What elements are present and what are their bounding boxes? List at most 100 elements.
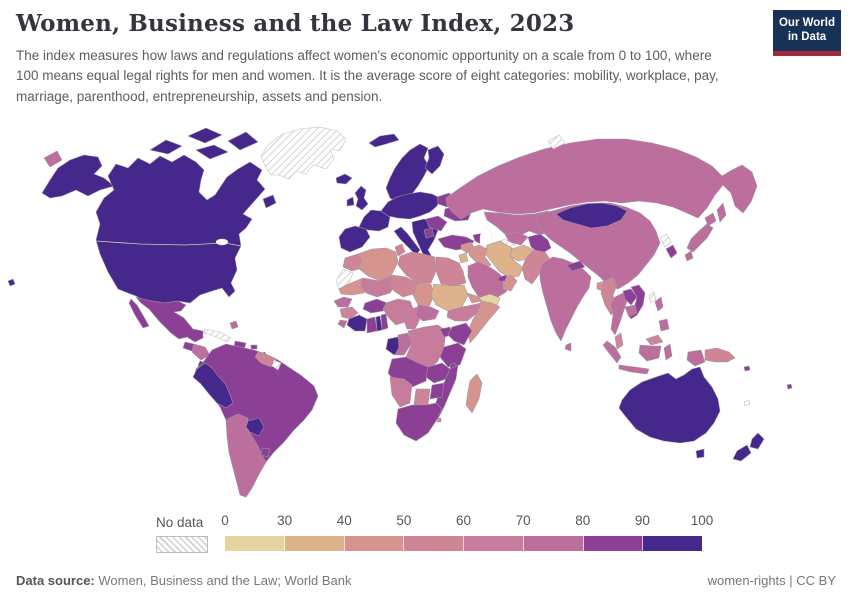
map-region-western-sahara[interactable] [335, 268, 354, 290]
map-region-car[interactable] [415, 304, 440, 322]
map-region-baja-california[interactable] [128, 298, 150, 329]
map-region-cambodia[interactable] [624, 304, 638, 318]
map-region-jordan[interactable] [458, 252, 469, 264]
map-region-congo[interactable] [394, 332, 413, 356]
map-region-tunisia[interactable] [394, 243, 406, 257]
legend-bin-30-40[interactable] [284, 536, 345, 551]
map-region-sri-lanka[interactable] [564, 342, 572, 352]
map-region-iraq[interactable] [468, 244, 492, 270]
legend-bin-60-70[interactable] [464, 536, 524, 551]
map-region-new-caledonia[interactable] [743, 399, 751, 407]
map-region-arctic-islands[interactable] [195, 144, 229, 160]
map-region-japan-hokkaido[interactable] [704, 212, 717, 227]
map-region-botswana[interactable] [413, 388, 431, 406]
map-region-canada-us[interactable] [95, 154, 266, 304]
map-region-australia[interactable] [618, 366, 721, 444]
map-region-indonesia-sulawesi[interactable] [663, 343, 673, 361]
map-region-south-africa[interactable] [395, 402, 443, 442]
map-region-indonesia-kalimantan[interactable] [638, 344, 662, 362]
map-region-philippines-luzon[interactable] [654, 296, 664, 312]
map-region-japan-honshu[interactable] [686, 223, 714, 253]
map-region-egypt[interactable] [435, 256, 467, 287]
map-region-philippines-mindanao[interactable] [658, 318, 670, 332]
map-region-france[interactable] [358, 209, 391, 232]
map-region-bahamas[interactable] [229, 320, 239, 330]
map-region-indonesia-papua[interactable] [686, 349, 706, 367]
map-region-newfoundland[interactable] [262, 194, 277, 209]
map-region-japan-kyushu[interactable] [684, 250, 694, 262]
map-region-chukotka[interactable] [43, 150, 63, 168]
map-region-finland[interactable] [424, 145, 445, 175]
map-region-madagascar[interactable] [465, 373, 483, 414]
legend-bin-50-60[interactable] [404, 536, 464, 551]
map-region-burkina-faso[interactable] [362, 298, 388, 314]
map-region-arctic-islands[interactable] [227, 131, 259, 151]
map-region-hungary-romania[interactable] [425, 215, 448, 232]
map-region-serbia-area[interactable] [423, 227, 435, 239]
legend-bin-70-80[interactable] [523, 536, 584, 551]
map-region-solomon-islands[interactable] [743, 365, 751, 372]
map-region-namibia[interactable] [389, 376, 413, 408]
map-region-guinea[interactable] [339, 306, 359, 320]
map-region-taiwan[interactable] [648, 291, 657, 304]
map-region-india[interactable] [539, 256, 592, 342]
map-region-indonesia-sumatra[interactable] [602, 340, 622, 364]
map-region-indonesia-java[interactable] [618, 364, 650, 375]
map-region-pakistan[interactable] [521, 249, 551, 285]
legend-bin-90-100[interactable] [643, 536, 702, 551]
map-region-arctic-islands[interactable] [187, 127, 223, 144]
map-region-paraguay[interactable] [245, 417, 265, 437]
map-region-saudi-arabia[interactable] [467, 261, 511, 303]
map-region-svalbard[interactable] [368, 133, 400, 148]
map-region-uae[interactable] [497, 274, 508, 282]
map-region-somalia[interactable] [467, 300, 501, 344]
map-region-mexico[interactable] [135, 296, 204, 343]
map-region-north-korea[interactable] [659, 233, 672, 248]
map-region-honduras-nicaragua[interactable] [191, 343, 211, 361]
map-region-uruguay[interactable] [260, 447, 271, 458]
owid-logo[interactable]: Our World in Data [773, 10, 841, 56]
map-region-papua-new-guinea[interactable] [704, 347, 736, 363]
map-region-iceland[interactable] [335, 173, 353, 185]
map-region-new-zealand-north[interactable] [749, 432, 765, 450]
map-region-niger[interactable] [389, 274, 419, 298]
map-region-sierra-leone[interactable] [337, 319, 348, 329]
map-region-cuba[interactable] [203, 328, 232, 343]
map-region-senegal[interactable] [333, 296, 353, 308]
map-region-novaya-zemlya[interactable] [547, 134, 566, 150]
map-region-kyrgyzstan-tajikistan[interactable] [527, 233, 552, 255]
map-region-peru[interactable] [192, 362, 234, 409]
map-region-eswatini[interactable] [436, 417, 442, 423]
map-region-iberia[interactable] [338, 225, 371, 253]
map-region-laos[interactable] [622, 288, 638, 306]
map-region-ghana[interactable] [366, 316, 378, 334]
map-region-libya[interactable] [397, 251, 437, 284]
map-region-new-zealand-south[interactable] [732, 444, 752, 462]
legend-bin-40-50[interactable] [344, 536, 405, 551]
map-region-malaysia-peninsula[interactable] [614, 332, 624, 350]
map-region-mongolia[interactable] [555, 202, 628, 229]
map-region-malaysia-borneo[interactable] [645, 334, 664, 346]
map-region-tanzania[interactable] [439, 342, 467, 368]
legend-no-data-swatch[interactable] [156, 536, 208, 553]
map-region-sakhalin[interactable] [716, 202, 727, 223]
map-region-nepal[interactable] [566, 260, 586, 272]
map-region-guyana-suriname[interactable] [254, 351, 277, 368]
map-region-mali[interactable] [360, 274, 398, 298]
map-region-algeria[interactable] [357, 247, 399, 282]
map-region-kenya[interactable] [447, 322, 473, 346]
map-region-benin[interactable] [380, 313, 389, 331]
map-region-dr-congo[interactable] [405, 324, 447, 372]
map-region-fiji[interactable] [786, 383, 793, 390]
map-region-russia[interactable] [445, 138, 758, 220]
map-region-alaska[interactable] [41, 154, 115, 199]
map-region-oman[interactable] [502, 274, 518, 292]
map-region-cote-divoire[interactable] [346, 314, 368, 332]
map-region-united-kingdom[interactable] [354, 185, 369, 211]
map-region-french-guiana[interactable] [271, 359, 282, 371]
map-region-zimbabwe[interactable] [429, 382, 445, 400]
map-region-iran[interactable] [484, 240, 524, 279]
map-region-italy[interactable] [393, 226, 421, 256]
map-region-ireland[interactable] [346, 196, 355, 207]
map-region-china[interactable] [535, 202, 661, 290]
